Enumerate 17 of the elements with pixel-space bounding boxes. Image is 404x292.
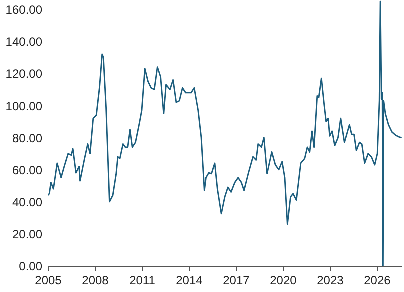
x-tick-label: 2005 xyxy=(35,274,62,288)
y-tick-label: 0.00 xyxy=(19,260,43,274)
y-tick-label: 40.00 xyxy=(12,195,43,210)
y-tick-label: 160.00 xyxy=(6,3,43,18)
x-tick-label: 2026 xyxy=(364,274,392,288)
x-tick-label: 2020 xyxy=(270,274,298,288)
y-tick-label: 120.00 xyxy=(6,67,43,82)
y-tick-label: 100.00 xyxy=(6,99,43,114)
y-tick-label: 80.00 xyxy=(12,131,43,146)
x-tick-label: 2008 xyxy=(82,274,110,288)
x-tick-label: 2023 xyxy=(317,274,344,288)
y-tick-label: 20.00 xyxy=(12,227,43,242)
x-tick-label: 2014 xyxy=(176,274,204,288)
x-tick-label: 2017 xyxy=(223,274,250,288)
x-tick-label: 2011 xyxy=(130,274,156,288)
y-tick-label: 140.00 xyxy=(6,35,43,50)
y-tick-label: 60.00 xyxy=(12,163,43,178)
